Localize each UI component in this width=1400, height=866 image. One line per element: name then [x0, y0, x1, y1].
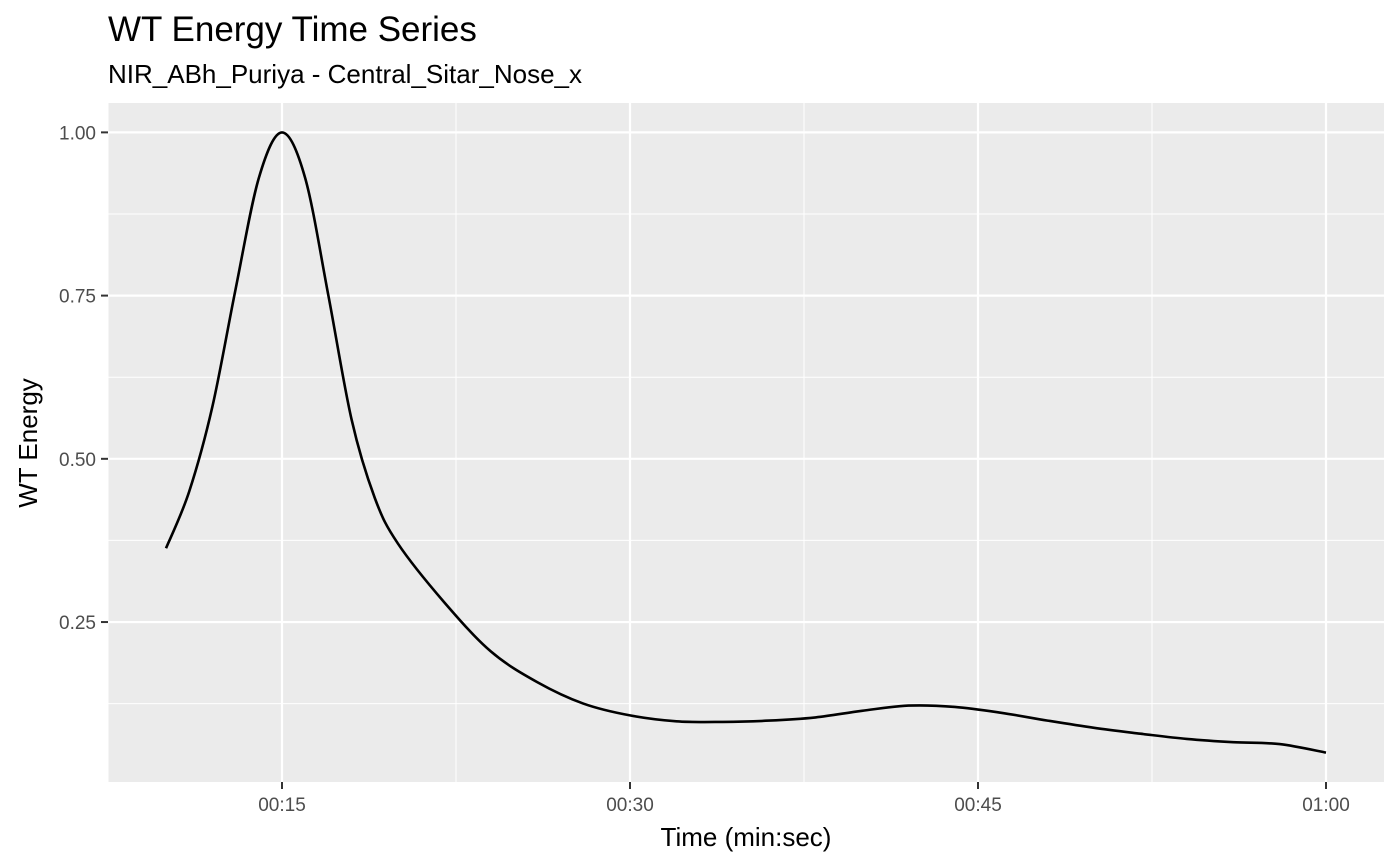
- y-tick-label: 0.50: [59, 450, 96, 471]
- y-tick-label: 0.75: [59, 287, 96, 308]
- y-axis-title: WT Energy: [13, 378, 43, 508]
- x-axis: 00:15 00:30 00:45 01:00: [258, 782, 1350, 816]
- plot-panel: [108, 103, 1384, 782]
- y-axis: 0.25 0.50 0.75 1.00: [59, 123, 108, 634]
- chart-subtitle: NIR_ABh_Puriya - Central_Sitar_Nose_x: [108, 59, 582, 89]
- y-tick-label: 1.00: [59, 123, 96, 144]
- x-tick-label: 00:45: [954, 795, 1002, 816]
- x-tick-label: 00:30: [606, 795, 654, 816]
- chart-title: WT Energy Time Series: [108, 10, 477, 49]
- minor-gridlines: [107, 103, 1384, 782]
- x-tick-label: 01:00: [1302, 795, 1350, 816]
- x-tick-label: 00:15: [258, 795, 306, 816]
- series-line: [164, 131, 1327, 754]
- y-tick-label: 0.25: [59, 613, 96, 634]
- major-gridlines: [108, 103, 1384, 782]
- x-axis-title: Time (min:sec): [661, 822, 832, 852]
